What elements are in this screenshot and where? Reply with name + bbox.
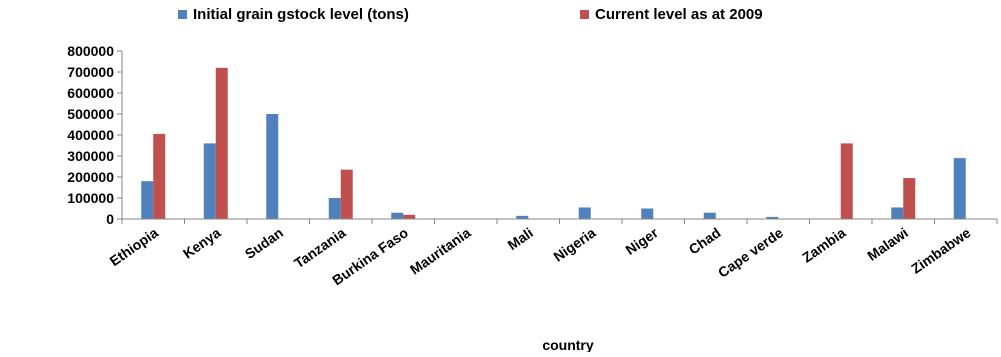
bar-initial-ethiopia — [141, 181, 153, 219]
x-tick-label: Chad — [686, 224, 724, 257]
bar-current-burkina-faso — [403, 215, 415, 219]
y-tick-label: 500000 — [67, 106, 114, 122]
bar-current-ethiopia — [153, 134, 165, 219]
x-tick-label: Cape verde — [715, 224, 786, 281]
bar-initial-kenya — [204, 143, 216, 219]
x-tick-label: Sudan — [242, 224, 286, 262]
legend: Initial grain gstock level (tons) Current… — [178, 6, 763, 23]
bar-initial-malawi — [891, 207, 903, 219]
x-tick-label: Zimbabwe — [908, 224, 973, 276]
bar-current-kenya — [216, 68, 228, 219]
x-tick-label: Malawi — [864, 224, 911, 263]
bar-initial-niger — [641, 209, 653, 220]
bar-initial-chad — [704, 213, 716, 219]
bars — [141, 68, 966, 219]
bar-current-malawi — [903, 178, 915, 219]
y-axis: 0 100000 200000 300000 400000 500000 600000 700… — [67, 43, 122, 227]
bar-initial-tanzania — [329, 198, 341, 219]
bar-initial-sudan — [266, 114, 278, 219]
x-tick-label: Mauritania — [407, 224, 474, 277]
bar-initial-nigeria — [579, 207, 591, 219]
legend-label-1: Current level as at 2009 — [595, 6, 763, 23]
x-tick-label: Kenya — [180, 224, 224, 261]
y-tick-label: 700000 — [67, 64, 114, 80]
bar-initial-burkina-faso — [391, 213, 403, 219]
x-tick-label: Nigeria — [550, 224, 598, 264]
y-tick-label: 800000 — [67, 43, 114, 59]
x-axis-title: country — [542, 337, 594, 352]
legend-label-0: Initial grain gstock level (tons) — [193, 6, 409, 23]
y-tick-label: 200000 — [67, 169, 114, 185]
legend-swatch-0 — [178, 10, 187, 19]
x-tick-label: Ethiopia — [107, 224, 162, 269]
x-tick-label: Zambia — [799, 224, 849, 265]
x-tick-label: Mali — [504, 224, 535, 253]
y-tick-label: 300000 — [67, 148, 114, 164]
y-tick-label: 400000 — [67, 127, 114, 143]
x-tick-label: Niger — [622, 224, 661, 258]
legend-swatch-1 — [580, 10, 589, 19]
y-tick-label: 100000 — [67, 190, 114, 206]
bar-current-tanzania — [341, 170, 353, 219]
y-tick-label: 600000 — [67, 85, 114, 101]
bar-current-zambia — [841, 143, 853, 219]
bar-initial-zimbabwe — [954, 158, 966, 219]
x-tick-label: Tanzania — [291, 224, 349, 271]
y-tick-label: 0 — [106, 211, 114, 227]
